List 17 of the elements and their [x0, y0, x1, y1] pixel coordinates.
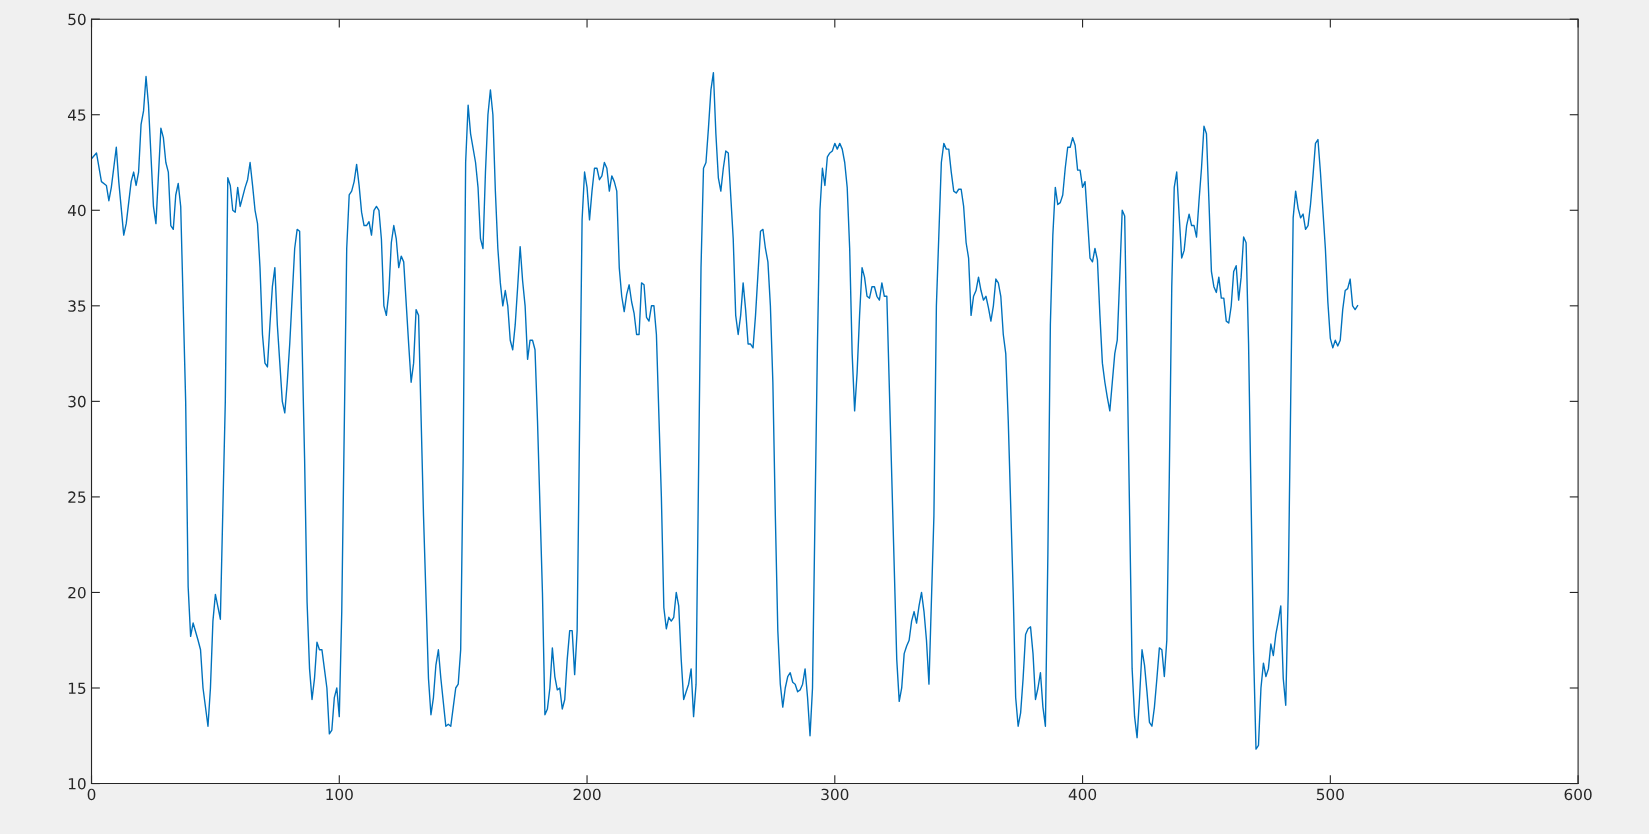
y-tick-label: 35 — [68, 300, 86, 312]
y-tick-label: 15 — [68, 682, 86, 695]
x-tick-label: 0 — [87, 788, 96, 801]
y-tick-label: 10 — [68, 778, 86, 790]
y-tick-label: 45 — [67, 109, 86, 121]
x-tick-label: 600 — [1564, 788, 1592, 801]
x-tick-label: 400 — [1068, 788, 1097, 801]
y-tick-label: 25 — [68, 491, 86, 503]
y-tick-label: 40 — [67, 204, 86, 217]
line-series — [91, 71, 1359, 750]
y-tick-label: 50 — [68, 13, 86, 26]
y-tick-label: 20 — [68, 586, 86, 599]
x-tick-label: 200 — [573, 788, 601, 801]
x-tick-label: 100 — [326, 788, 353, 801]
y-tick-label: 30 — [68, 395, 86, 408]
x-tick-label: 500 — [1316, 788, 1344, 801]
x-tick-label: 300 — [821, 788, 849, 801]
